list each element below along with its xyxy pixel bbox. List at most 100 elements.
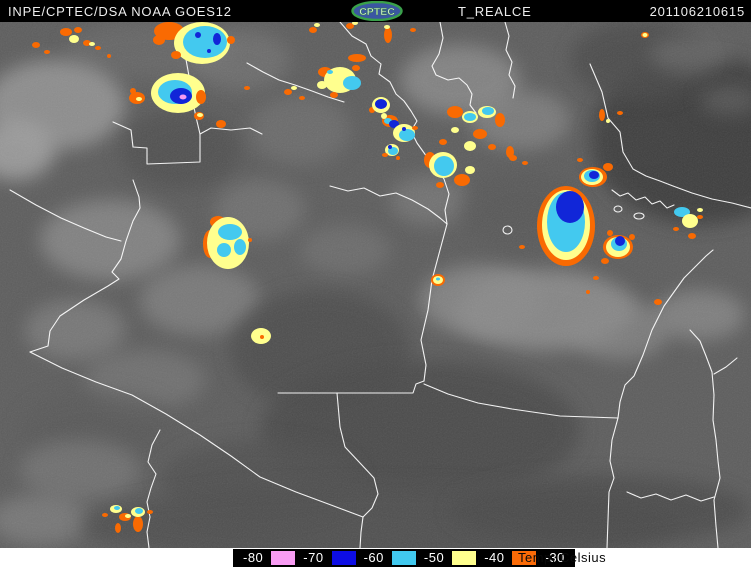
storm-cell-layer <box>135 508 143 514</box>
border-line <box>29 179 141 353</box>
storm-cell-layer <box>32 42 40 48</box>
storm-cell-layer <box>682 214 698 228</box>
storm-cell-layer <box>556 191 584 223</box>
storm-cell-layer <box>465 166 475 174</box>
border-line <box>606 249 714 548</box>
storm-cell-layer <box>482 107 494 115</box>
legend-temp-label: -80 <box>243 550 264 565</box>
storm-cell-layer <box>102 513 108 517</box>
storm-cell-layer <box>519 245 525 249</box>
storm-cell-layer <box>607 230 613 236</box>
storm-cell-layer <box>375 99 387 109</box>
storm-cell-layer <box>615 236 625 246</box>
storm-cell-layer <box>284 89 292 95</box>
storm-cell-layer <box>586 290 590 294</box>
storm-cell-layer <box>396 156 400 160</box>
border-line <box>713 357 738 375</box>
storm-cell-layer <box>348 54 366 62</box>
storm-cell-layer <box>136 97 142 101</box>
storm-cell-layer <box>260 335 264 339</box>
border-line <box>423 383 619 419</box>
border-line <box>626 491 715 502</box>
border-line <box>339 22 450 225</box>
storm-cell-layer <box>44 50 50 54</box>
storm-cell-layer <box>83 40 91 46</box>
storm-cell-layer <box>352 22 358 25</box>
storm-cell-layer <box>697 208 703 212</box>
storm-cell-layer <box>115 523 121 533</box>
border-line <box>504 22 516 99</box>
storm-cell-layer <box>388 147 398 155</box>
legend-color-swatch <box>271 551 296 565</box>
storm-cell-layer <box>227 36 235 44</box>
border-line <box>633 212 645 220</box>
legend-temp-label: -50 <box>423 550 445 565</box>
storm-cell-layer <box>642 33 648 37</box>
storm-cell-layer <box>410 28 416 32</box>
storm-cell-layer <box>218 224 242 240</box>
storm-cell-layer <box>216 120 226 128</box>
cptec-logo-text: CPTEC <box>359 6 395 18</box>
storm-cell-layer <box>153 35 165 45</box>
station-title: INPE/CPTEC/DSA NOAA GOES12 <box>8 4 232 19</box>
storm-cell-layer <box>171 51 181 59</box>
storm-cell-layer <box>299 96 305 100</box>
storm-cell-layer <box>225 256 237 266</box>
storm-cell-layer <box>629 234 635 240</box>
storm-cell-layer <box>147 510 153 514</box>
storm-cell-layer <box>388 145 392 149</box>
cptec-logo-icon: CPTEC <box>351 1 403 21</box>
storm-cell-layer <box>95 46 101 50</box>
border-line <box>689 329 721 548</box>
storm-cell-layer <box>451 127 459 133</box>
legend-color-swatch <box>512 551 537 565</box>
storm-cell-layer <box>107 54 111 58</box>
storm-cell-layer <box>234 239 246 255</box>
storm-cell-layer <box>522 161 528 165</box>
timestamp: 201106210615 <box>649 4 745 19</box>
storm-cell-layer <box>382 153 388 157</box>
border-line <box>502 225 513 235</box>
storm-cell-layer <box>213 33 221 45</box>
storm-cell-layer <box>606 119 610 123</box>
storm-cell-layer <box>384 25 390 29</box>
storm-cell-layer <box>291 86 297 90</box>
storm-cell-layer <box>603 163 613 171</box>
storm-cell-layer <box>495 113 505 127</box>
border-line <box>589 63 751 209</box>
border-line <box>146 429 161 548</box>
storm-cell-layer <box>327 70 333 74</box>
storm-cell-layer <box>577 158 583 162</box>
temperature-legend: -80 -70 -60 -50 -40 -30 <box>233 549 575 567</box>
country-border-lines <box>9 22 751 548</box>
satellite-map-canvas <box>0 22 751 548</box>
storm-cell-layer <box>244 86 250 90</box>
storm-cell-layer <box>89 42 95 46</box>
storm-cell-layer <box>506 146 514 158</box>
storm-cell-layer <box>697 215 703 219</box>
storm-cell-layer <box>593 276 599 280</box>
storm-cell-layer <box>412 126 418 130</box>
storm-cell-layer <box>317 81 327 89</box>
border-line <box>329 185 448 225</box>
legend-color-swatch <box>391 551 416 565</box>
storm-cell-layer <box>488 144 496 150</box>
storm-cell-layer <box>197 113 203 117</box>
storm-cell-layer <box>196 90 206 104</box>
storm-cell-layer <box>133 516 143 532</box>
storm-cell-layer <box>402 127 406 131</box>
storm-cell-layer <box>384 27 392 43</box>
storm-cell-layer <box>346 23 354 29</box>
storm-cell-layer <box>599 109 605 121</box>
storm-cell-layer <box>447 106 463 118</box>
border-line <box>420 223 448 382</box>
storm-cell-layer <box>179 94 187 100</box>
border-line <box>29 351 364 518</box>
border-line <box>611 189 675 209</box>
border-line <box>246 62 345 103</box>
storm-cell-layer <box>464 113 476 121</box>
storm-cell-layer <box>248 238 252 242</box>
border-line <box>613 205 623 213</box>
storm-cell-layer <box>114 506 120 510</box>
